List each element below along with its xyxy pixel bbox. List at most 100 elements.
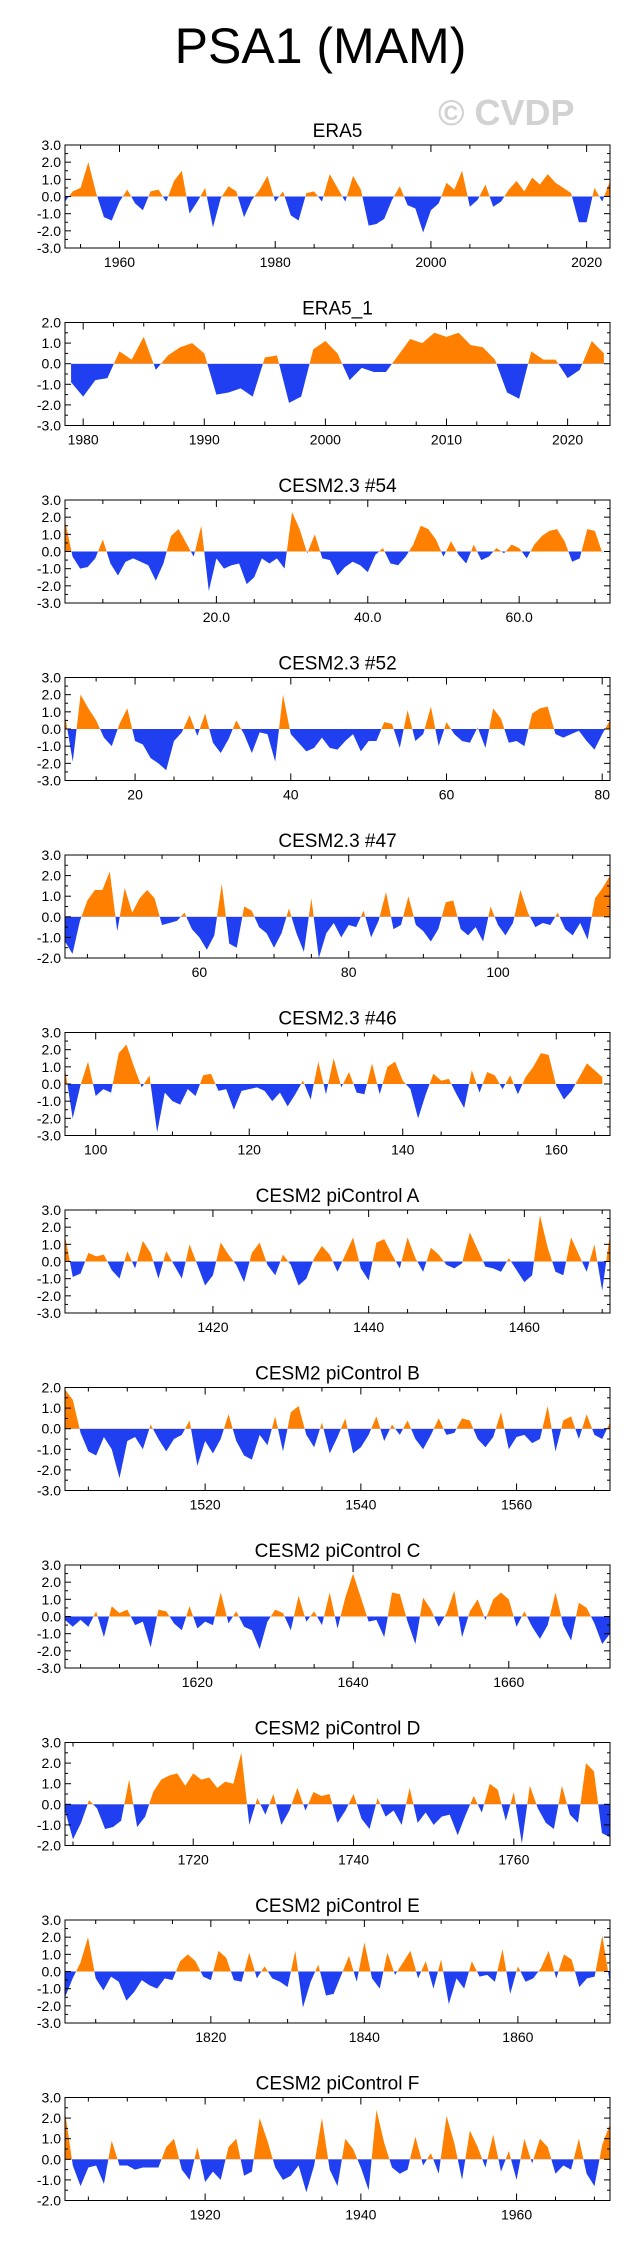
x-tick-label: 1960	[104, 254, 135, 270]
y-tick-label: -2.0	[37, 2193, 61, 2209]
panel-9: CESM2 piControl C 3.02.01.0 0.0-1.0-2.0-3.…	[37, 1541, 611, 1690]
y-tick-label: 3.0	[42, 1202, 62, 1218]
panel-title: CESM2 piControl B	[255, 1364, 420, 1385]
positive-area	[65, 1044, 603, 1084]
y-tick-label: -1.0	[37, 738, 61, 754]
x-tick-label: 1440	[353, 1319, 384, 1335]
x-tick-label: 1420	[197, 1319, 228, 1335]
negative-area	[65, 916, 610, 958]
y-tick-label: 3.0	[42, 847, 62, 863]
panel-10: CESM2 piControl D 3.0 2.0 1.0 0.0 -1.0 -2.0 172…	[37, 1719, 611, 1868]
x-tick-label: 2010	[431, 432, 462, 448]
panel-title: CESM2.3 #46	[278, 1009, 396, 1030]
panel-1: ERA5 3.02.01.0 0.0-1.0-2.0-3.0 1960 1980 2000…	[37, 121, 611, 270]
y-tick-label: -2.0	[37, 1462, 61, 1478]
y-tick-label: -2.0	[37, 1288, 61, 1304]
y-tick-label: -1.0	[37, 376, 61, 392]
negative-area	[65, 1804, 610, 1844]
y-tick-label: 0.0	[42, 189, 62, 205]
y-tick-label: 2.0	[42, 2110, 62, 2126]
x-tick-label: 1940	[345, 2207, 376, 2223]
negative-area	[65, 1428, 610, 1479]
x-tick-label: 80	[594, 787, 610, 803]
y-tick-label: -3.0	[37, 1483, 61, 1499]
y-tick-label: -1.0	[37, 1441, 61, 1457]
panel-title: CESM2 piControl E	[255, 1896, 420, 1917]
y-tick-label: 2.0	[42, 1219, 62, 1235]
y-tick-label: 2.0	[42, 1042, 62, 1058]
panel-11: CESM2 piControl E 3.02.01.0 0.0-1.0-2.0-3.…	[37, 1896, 611, 2045]
y-tick-label: -1.0	[37, 1626, 61, 1642]
y-tick-label: 0.0	[42, 1421, 62, 1437]
negative-area	[65, 1616, 610, 1650]
negative-area	[65, 196, 610, 233]
y-tick-label: -1.0	[37, 561, 61, 577]
y-tick-label: 0.0	[42, 1796, 62, 1812]
y-tick-label: -3.0	[37, 240, 61, 256]
x-tick-label: 1740	[338, 1852, 369, 1868]
y-tick-label: 1.0	[42, 1776, 62, 1792]
y-tick-label: 1.0	[42, 1059, 62, 1075]
x-tick-label: 1540	[345, 1497, 376, 1513]
panel-title: ERA5_1	[302, 299, 373, 320]
x-tick-label: 100	[84, 1142, 108, 1158]
y-tick-label: 1.0	[42, 888, 62, 904]
x-tick-label: 1620	[182, 1674, 213, 1690]
y-tick-label: -2.0	[37, 1643, 61, 1659]
x-tick-label: 20.0	[203, 609, 230, 625]
y-tick-label: 1.0	[42, 704, 62, 720]
x-tick-label: 1820	[195, 2029, 226, 2045]
x-tick-label: 100	[486, 964, 510, 980]
x-tick-label: 2000	[310, 432, 341, 448]
y-tick-label: -1.0	[37, 929, 61, 945]
y-tick-label: -1.0	[37, 1093, 61, 1109]
positive-area	[65, 162, 610, 197]
panel-title: CESM2.3 #47	[278, 831, 396, 852]
y-tick-label: 0.0	[42, 1609, 62, 1625]
y-tick-label: -1.0	[37, 1271, 61, 1287]
panel-title: CESM2 piControl C	[255, 1541, 421, 1562]
x-tick-label: 1660	[493, 1674, 524, 1690]
y-tick-label: 1.0	[42, 335, 62, 351]
x-tick-label: 1860	[502, 2029, 533, 2045]
x-tick-label: 1960	[501, 2207, 532, 2223]
positive-area	[87, 1752, 599, 1805]
x-tick-label: 60.0	[506, 609, 533, 625]
x-tick-label: 1720	[178, 1852, 209, 1868]
plot-frame	[64, 322, 611, 426]
x-tick-label: 1980	[260, 254, 291, 270]
x-tick-label: 160	[545, 1142, 569, 1158]
y-tick-label: -3.0	[37, 595, 61, 611]
panel-title: CESM2 piControl D	[255, 1719, 421, 1740]
x-tick-label: 1760	[498, 1852, 529, 1868]
y-tick-label: -2.0	[37, 1110, 61, 1126]
y-tick-label: 1.0	[42, 1946, 62, 1962]
y-tick-label: 1.0	[42, 1400, 62, 1416]
x-tick-label: 2000	[415, 254, 446, 270]
y-tick-label: 0.0	[42, 2151, 62, 2167]
x-tick-label: 1920	[190, 2207, 221, 2223]
y-tick-label: 2.0	[42, 509, 62, 525]
y-tick-label: -3.0	[37, 1660, 61, 1676]
x-tick-label: 140	[391, 1142, 415, 1158]
y-tick-label: -3.0	[37, 2015, 61, 2031]
panel-title: CESM2.3 #52	[278, 654, 396, 675]
plot-frame	[64, 1742, 611, 1846]
negative-area	[65, 1084, 603, 1133]
y-tick-label: 3.0	[42, 1557, 62, 1573]
x-tick-label: 20	[127, 787, 143, 803]
negative-area	[65, 1261, 610, 1291]
y-tick-label: -1.0	[37, 1981, 61, 1997]
y-tick-label: 3.0	[42, 1025, 62, 1041]
y-tick-label: 3.0	[42, 1735, 62, 1751]
y-tick-label: -2.0	[37, 397, 61, 413]
y-tick-label: 3.0	[42, 492, 62, 508]
panel-title: CESM2.3 #54	[278, 476, 397, 497]
y-tick-label: -3.0	[37, 418, 61, 434]
y-tick-label: 2.0	[42, 1755, 62, 1771]
positive-area	[65, 1215, 610, 1262]
y-tick-label: 0.0	[42, 544, 62, 560]
x-tick-label: 60	[439, 787, 455, 803]
y-tick-label: -2.0	[37, 1838, 61, 1854]
